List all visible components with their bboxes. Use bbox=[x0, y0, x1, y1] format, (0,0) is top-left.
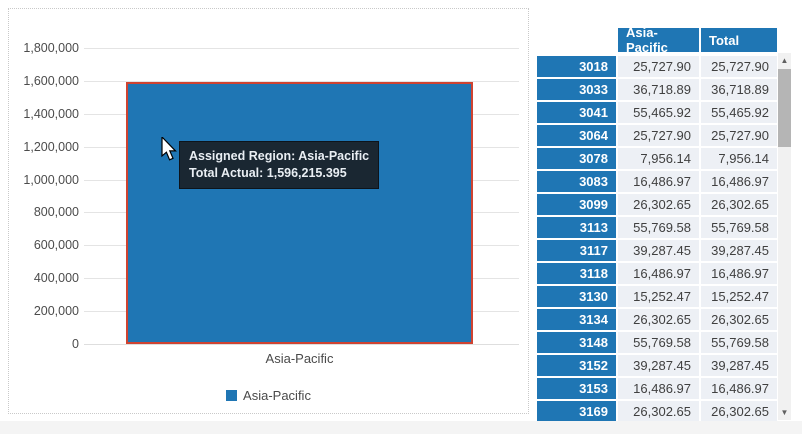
mouse-cursor-icon bbox=[161, 137, 177, 161]
table-row: 3041 55,465.92 55,465.92 bbox=[537, 102, 777, 123]
tooltip-region-line: Assigned Region: Asia-Pacific bbox=[189, 149, 370, 163]
data-cell-total[interactable]: 39,287.45 bbox=[701, 355, 777, 376]
table-row: 3113 55,769.58 55,769.58 bbox=[537, 217, 777, 238]
x-axis-category-label: Asia-Pacific bbox=[265, 351, 334, 366]
data-cell-asia-pacific[interactable]: 16,486.97 bbox=[618, 171, 699, 192]
row-header-cell[interactable]: 3152 bbox=[537, 355, 616, 376]
y-tick-label: 400,000 bbox=[33, 271, 79, 286]
data-cell-total[interactable]: 25,727.90 bbox=[701, 125, 777, 146]
row-header-cell[interactable]: 3134 bbox=[537, 309, 616, 330]
data-cell-total[interactable]: 26,302.65 bbox=[701, 194, 777, 215]
data-cell-total[interactable]: 16,486.97 bbox=[701, 378, 777, 399]
data-cell-total[interactable]: 36,718.89 bbox=[701, 79, 777, 100]
data-cell-asia-pacific[interactable]: 39,287.45 bbox=[618, 355, 699, 376]
y-tick-label: 1,800,000 bbox=[23, 41, 79, 55]
data-cell-total[interactable]: 55,465.92 bbox=[701, 102, 777, 123]
data-cell-asia-pacific[interactable]: 26,302.65 bbox=[618, 194, 699, 215]
data-cell-asia-pacific[interactable]: 39,287.45 bbox=[618, 240, 699, 261]
data-cell-total[interactable]: 26,302.65 bbox=[701, 401, 777, 422]
y-tick-label: 600,000 bbox=[33, 238, 79, 253]
scrollbar-thumb[interactable] bbox=[778, 69, 791, 147]
row-header-cell[interactable]: 3083 bbox=[537, 171, 616, 192]
table-row: 3134 26,302.65 26,302.65 bbox=[537, 309, 777, 330]
table-row: 3169 26,302.65 26,302.65 bbox=[537, 401, 777, 422]
table-row: 3153 16,486.97 16,486.97 bbox=[537, 378, 777, 399]
scrollbar-up-icon[interactable]: ▲ bbox=[780, 56, 789, 65]
row-header-cell[interactable]: 3041 bbox=[537, 102, 616, 123]
tooltip-total-line: Total Actual: 1,596,215.395 bbox=[189, 166, 347, 180]
table-row: 3152 39,287.45 39,287.45 bbox=[537, 355, 777, 376]
data-cell-asia-pacific[interactable]: 55,769.58 bbox=[618, 332, 699, 353]
table-row: 3078 7,956.14 7,956.14 bbox=[537, 148, 777, 169]
data-cell-asia-pacific[interactable]: 55,465.92 bbox=[618, 102, 699, 123]
gridline bbox=[84, 80, 519, 82]
table-row: 3130 15,252.47 15,252.47 bbox=[537, 286, 777, 307]
pivot-table: Asia-Pacific Total 3018 25,727.90 25,727.9… bbox=[537, 25, 777, 424]
data-cell-total[interactable]: 7,956.14 bbox=[701, 148, 777, 169]
column-header-asia-pacific[interactable]: Asia-Pacific bbox=[618, 25, 699, 55]
gridline bbox=[84, 344, 519, 345]
row-header-cell[interactable]: 3099 bbox=[537, 194, 616, 215]
row-header-cell[interactable]: 3018 bbox=[537, 56, 616, 77]
legend-swatch-icon bbox=[226, 390, 238, 401]
data-cell-asia-pacific[interactable]: 36,718.89 bbox=[618, 79, 699, 100]
data-cell-asia-pacific[interactable]: 25,727.90 bbox=[618, 125, 699, 146]
table-corner-cell bbox=[537, 28, 616, 52]
table-header-row: Asia-Pacific Total bbox=[537, 25, 777, 55]
table-row: 3099 26,302.65 26,302.65 bbox=[537, 194, 777, 215]
y-tick-label: 800,000 bbox=[33, 205, 79, 220]
data-cell-total[interactable]: 15,252.47 bbox=[701, 286, 777, 307]
data-cell-asia-pacific[interactable]: 26,302.65 bbox=[618, 309, 699, 330]
row-header-cell[interactable]: 3064 bbox=[537, 125, 616, 146]
row-header-cell[interactable]: 3153 bbox=[537, 378, 616, 399]
chart-tooltip: Assigned Region: Asia-Pacific Total Actu… bbox=[179, 141, 380, 189]
data-cell-asia-pacific[interactable]: 16,486.97 bbox=[618, 378, 699, 399]
y-tick-label: 1,200,000 bbox=[23, 139, 79, 154]
table-row: 3117 39,287.45 39,287.45 bbox=[537, 240, 777, 261]
data-cell-total[interactable]: 39,287.45 bbox=[701, 240, 777, 261]
bottom-margin-strip bbox=[0, 421, 802, 434]
table-body: 3018 25,727.90 25,727.90 3033 36,718.89 36,71… bbox=[537, 56, 777, 422]
y-tick-label: 1,000,000 bbox=[23, 172, 79, 187]
data-cell-total[interactable]: 26,302.65 bbox=[701, 309, 777, 330]
y-tick-label: 0 bbox=[72, 337, 79, 351]
table-row: 3083 16,486.97 16,486.97 bbox=[537, 171, 777, 192]
y-tick-label: 1,400,000 bbox=[23, 106, 79, 121]
y-tick-label: 1,600,000 bbox=[23, 73, 79, 88]
table-row: 3033 36,718.89 36,718.89 bbox=[537, 79, 777, 100]
data-cell-total[interactable]: 16,486.97 bbox=[701, 171, 777, 192]
row-header-cell[interactable]: 3130 bbox=[537, 286, 616, 307]
data-cell-asia-pacific[interactable]: 26,302.65 bbox=[618, 401, 699, 422]
data-cell-total[interactable]: 25,727.90 bbox=[701, 56, 777, 77]
y-tick-label: 200,000 bbox=[33, 304, 79, 319]
table-row: 3148 55,769.58 55,769.58 bbox=[537, 332, 777, 353]
table-row: 3018 25,727.90 25,727.90 bbox=[537, 56, 777, 77]
row-header-cell[interactable]: 3078 bbox=[537, 148, 616, 169]
bar-chart-panel: 0 200,000 400,000 600,000 800,000 1,000,000 1,… bbox=[8, 8, 529, 414]
data-cell-total[interactable]: 55,769.58 bbox=[701, 217, 777, 238]
data-cell-asia-pacific[interactable]: 15,252.47 bbox=[618, 286, 699, 307]
table-scrollbar[interactable]: ▲ ▼ bbox=[778, 53, 791, 420]
chart-legend[interactable]: Asia-Pacific bbox=[9, 388, 528, 403]
row-header-cell[interactable]: 3117 bbox=[537, 240, 616, 261]
gridline bbox=[84, 48, 519, 49]
row-header-cell[interactable]: 3113 bbox=[537, 217, 616, 238]
scrollbar-down-icon[interactable]: ▼ bbox=[780, 408, 789, 417]
table-row: 3118 16,486.97 16,486.97 bbox=[537, 263, 777, 284]
row-header-cell[interactable]: 3169 bbox=[537, 401, 616, 422]
row-header-cell[interactable]: 3148 bbox=[537, 332, 616, 353]
bar-asia-pacific[interactable] bbox=[126, 81, 473, 344]
row-header-cell[interactable]: 3033 bbox=[537, 79, 616, 100]
table-row: 3064 25,727.90 25,727.90 bbox=[537, 125, 777, 146]
row-header-cell[interactable]: 3118 bbox=[537, 263, 616, 284]
data-cell-asia-pacific[interactable]: 55,769.58 bbox=[618, 217, 699, 238]
data-cell-total[interactable]: 55,769.58 bbox=[701, 332, 777, 353]
data-cell-asia-pacific[interactable]: 7,956.14 bbox=[618, 148, 699, 169]
column-header-total[interactable]: Total bbox=[701, 28, 777, 52]
data-cell-total[interactable]: 16,486.97 bbox=[701, 263, 777, 284]
legend-label: Asia-Pacific bbox=[243, 388, 311, 403]
data-cell-asia-pacific[interactable]: 16,486.97 bbox=[618, 263, 699, 284]
data-cell-asia-pacific[interactable]: 25,727.90 bbox=[618, 56, 699, 77]
